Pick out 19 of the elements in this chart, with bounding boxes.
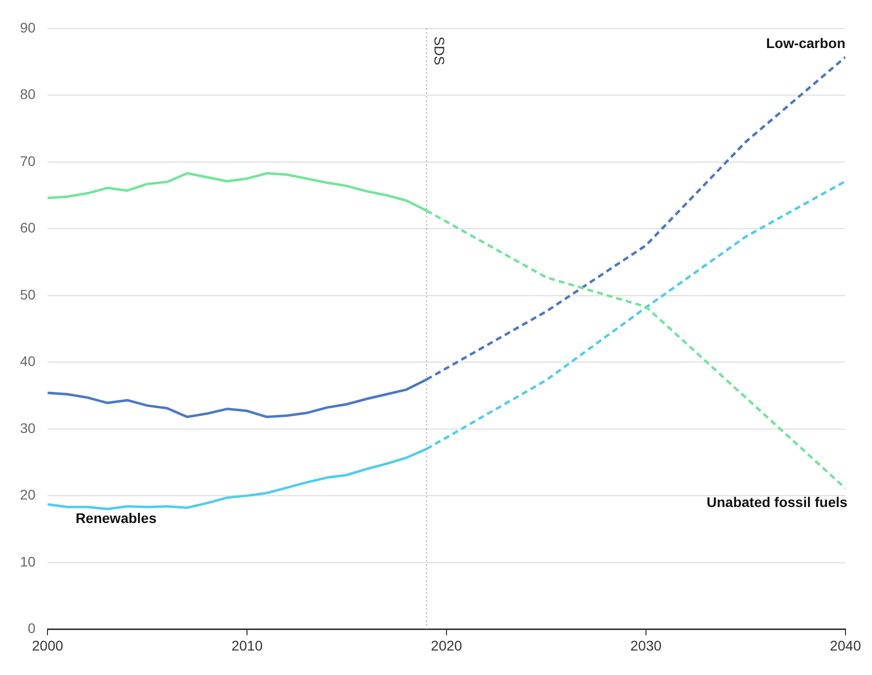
y-tick-label: 20 [20,486,36,503]
ref-line-label: SDS [432,36,448,66]
y-tick-label: 10 [20,553,36,570]
x-tick-label: 2010 [231,637,263,654]
series-label: Unabated fossil fuels [706,494,848,510]
x-tick-label: 2020 [430,637,462,654]
series-label: Renewables [76,510,157,526]
y-tick-label: 70 [20,152,36,169]
y-tick-label: 60 [20,220,36,236]
series-label: Low-carbon [766,34,846,51]
y-tick-label: 30 [20,420,36,436]
x-tick-label: 2000 [32,637,64,654]
y-tick-label: 0 [28,620,36,636]
y-tick-label: 50 [20,286,36,302]
y-tick-label: 90 [20,19,36,36]
x-tick-label: 2030 [630,637,662,654]
x-tick-label: 2040 [830,637,862,654]
y-tick-label: 80 [20,86,36,102]
y-tick-label: 40 [20,353,36,370]
